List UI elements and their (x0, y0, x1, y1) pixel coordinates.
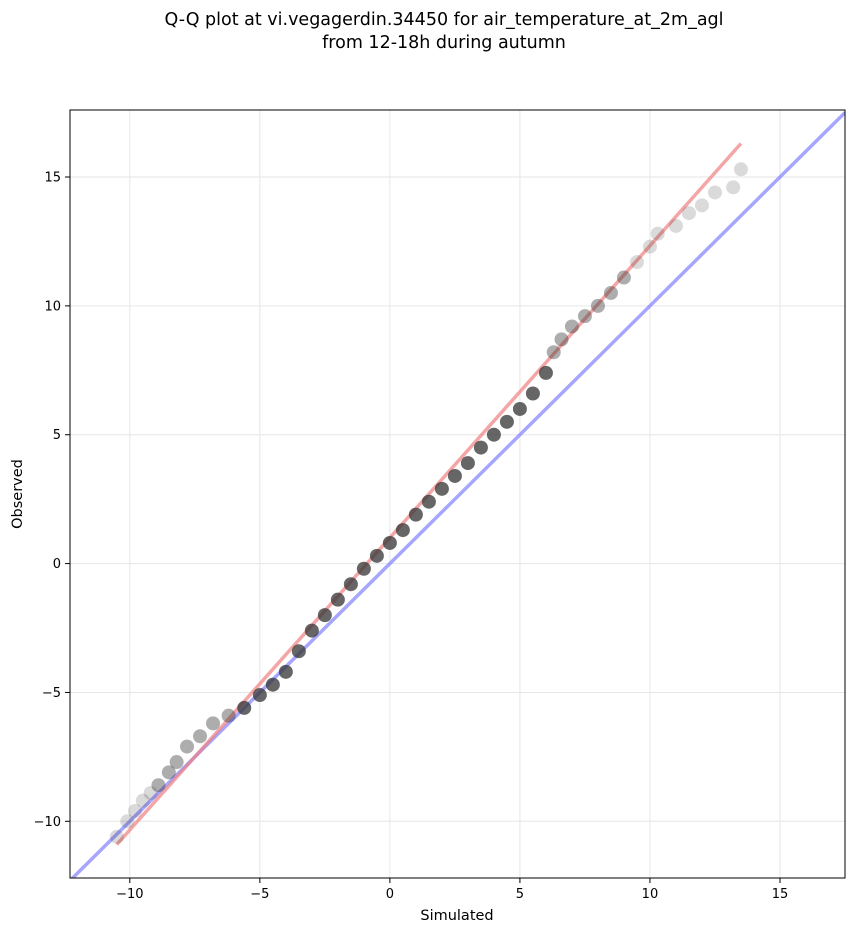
data-point (408, 507, 423, 522)
data-point (135, 793, 150, 808)
data-point (221, 708, 236, 723)
data-point (629, 255, 644, 270)
points-layer (109, 162, 748, 844)
data-point (546, 345, 561, 360)
data-point (473, 440, 488, 455)
data-point (151, 778, 166, 793)
data-point (642, 239, 657, 254)
x-tick-label: −5 (250, 887, 269, 902)
data-point (161, 765, 176, 780)
data-point (369, 548, 384, 563)
data-point (616, 270, 631, 285)
data-point (460, 456, 475, 471)
data-point (421, 494, 436, 509)
data-point (650, 226, 665, 241)
x-axis-label: Simulated (420, 908, 493, 924)
data-point (434, 481, 449, 496)
data-point (304, 623, 319, 638)
data-point (193, 729, 208, 744)
data-point (512, 401, 527, 416)
data-point (382, 535, 397, 550)
fit-line (115, 142, 743, 846)
data-point (590, 298, 605, 313)
data-point (538, 365, 553, 380)
data-point (143, 785, 158, 800)
y-tick-label: −10 (34, 815, 61, 830)
data-point (564, 319, 579, 334)
data-point (317, 608, 332, 623)
data-point (525, 386, 540, 401)
x-tick-label: 10 (642, 887, 659, 902)
y-tick-label: 15 (44, 171, 61, 186)
x-tick-label: 5 (516, 887, 524, 902)
data-point (447, 468, 462, 483)
data-point (265, 677, 280, 692)
data-point (726, 180, 741, 195)
data-point (206, 716, 221, 731)
y-tick-label: 5 (53, 428, 61, 443)
y-tick-label: 10 (44, 299, 61, 314)
grid-layer (70, 110, 845, 878)
plot-layer (70, 111, 845, 878)
y-axis: −10 −5 0 5 10 15 (34, 171, 70, 830)
data-point (343, 577, 358, 592)
data-point (733, 162, 748, 177)
data-point (499, 414, 514, 429)
x-tick-label: 0 (386, 887, 394, 902)
plot-frame (69, 109, 846, 879)
data-point (554, 332, 569, 347)
data-point (668, 218, 683, 233)
x-tick-label: −10 (116, 887, 143, 902)
data-point (291, 644, 306, 659)
data-point (694, 198, 709, 213)
data-point (707, 185, 722, 200)
data-point (180, 739, 195, 754)
data-point (120, 814, 135, 829)
data-point (252, 688, 267, 703)
y-axis-label: Observed (10, 459, 26, 529)
data-point (128, 803, 143, 818)
chart-title: Q-Q plot at vi.vegagerdin.34450 for air_… (164, 10, 723, 30)
data-point (237, 700, 252, 715)
data-point (109, 829, 124, 844)
data-point (577, 309, 592, 324)
data-point (169, 755, 184, 770)
data-point (278, 664, 293, 679)
y-tick-label: 0 (53, 557, 61, 572)
x-tick-label: 15 (772, 887, 789, 902)
data-point (486, 427, 501, 442)
data-point (395, 523, 410, 538)
y-tick-label: −5 (42, 686, 61, 701)
x-axis: −10 −5 0 5 10 15 (116, 878, 788, 902)
data-point (330, 592, 345, 607)
data-point (356, 561, 371, 576)
chart-subtitle: from 12-18h during autumn (322, 33, 566, 53)
data-point (603, 285, 618, 300)
data-point (681, 206, 696, 221)
